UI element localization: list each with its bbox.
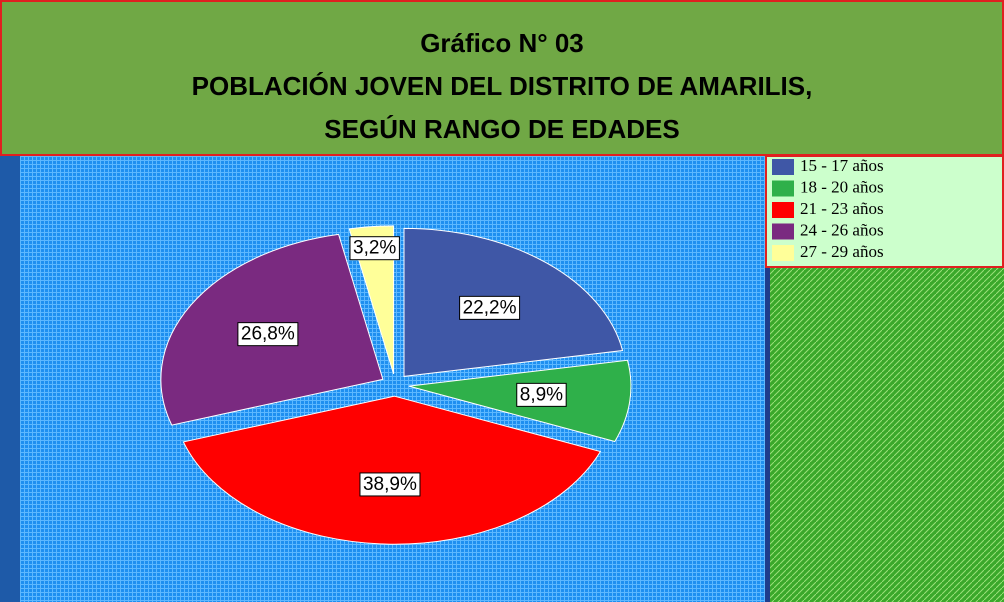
legend-swatch <box>772 159 794 175</box>
data-label-box <box>349 236 400 261</box>
legend-swatch <box>772 245 794 261</box>
data-label-box <box>516 382 567 407</box>
data-label: 22,2% <box>463 297 517 318</box>
chart-title: Gráfico N° 03 <box>420 28 584 58</box>
chart-title: POBLACIÓN JOVEN DEL DISTRITO DE AMARILIS… <box>192 71 813 101</box>
legend-label: 24 - 26 años <box>800 220 884 239</box>
chart-title: SEGÚN RANGO DE EDADES <box>324 114 679 144</box>
data-label: 38,9% <box>363 474 417 495</box>
legend-swatch <box>772 202 794 218</box>
legend-swatch <box>772 223 794 240</box>
data-label-box <box>359 472 421 497</box>
data-label: 8,9% <box>520 384 563 405</box>
data-label: 26,8% <box>241 324 295 345</box>
legend-label: 27 - 29 años <box>800 242 884 261</box>
pie-slice <box>348 225 395 375</box>
data-label: 3,2% <box>353 238 396 259</box>
pie-slice <box>182 395 602 545</box>
title-box <box>0 0 1004 156</box>
divider <box>765 155 770 602</box>
legend-label: 18 - 20 años <box>800 177 884 196</box>
legend-box <box>765 155 1004 268</box>
data-label-box <box>237 322 299 347</box>
data-label-box <box>459 295 521 320</box>
legend-label: 21 - 23 años <box>800 199 884 218</box>
legend-swatch <box>772 180 794 197</box>
legend-label: 15 - 17 años <box>800 156 884 175</box>
